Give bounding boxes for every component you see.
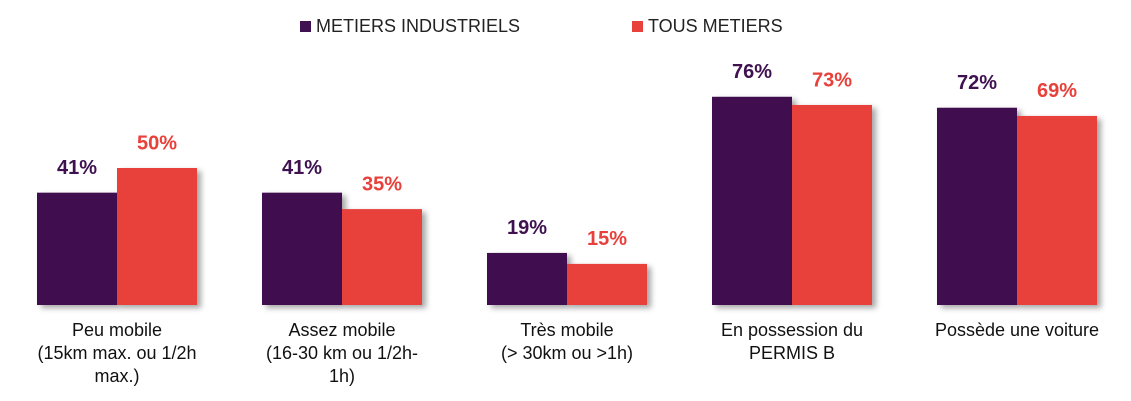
bar [37,192,117,305]
bar [712,96,792,305]
bar [937,107,1017,305]
x-tick-label: Peu mobile [72,320,162,340]
value-label: 15% [587,228,627,250]
value-label: 76% [732,61,772,83]
x-tick-label: Possède une voiture [935,320,1099,340]
x-tick-label: (15km max. ou 1/2h [37,343,196,363]
legend-swatch [300,21,311,32]
bar [117,168,197,305]
bar [1017,115,1097,305]
value-label: 50% [137,132,177,154]
x-tick-label: Très mobile [520,320,613,340]
x-tick-label: En possession du [721,320,863,340]
x-tick-label: PERMIS B [749,343,835,363]
x-tick-label: max.) [95,366,140,386]
value-label: 69% [1037,80,1077,102]
bar [342,209,422,305]
value-label: 19% [507,217,547,239]
legend-label: METIERS INDUSTRIELS [316,16,520,36]
bar [567,263,647,305]
legend-label: TOUS METIERS [648,16,783,36]
value-label: 41% [282,157,322,179]
bar [487,252,567,305]
bar [792,104,872,305]
x-tick-label: (16-30 km ou 1/2h- [266,343,418,363]
value-label: 73% [812,69,852,91]
x-tick-label: (> 30km ou >1h) [501,343,633,363]
value-label: 35% [362,173,402,195]
legend-swatch [632,21,643,32]
value-label: 72% [957,72,997,94]
x-tick-label: Assez mobile [288,320,395,340]
value-label: 41% [57,157,97,179]
bar [262,192,342,305]
x-tick-label: 1h) [329,366,355,386]
